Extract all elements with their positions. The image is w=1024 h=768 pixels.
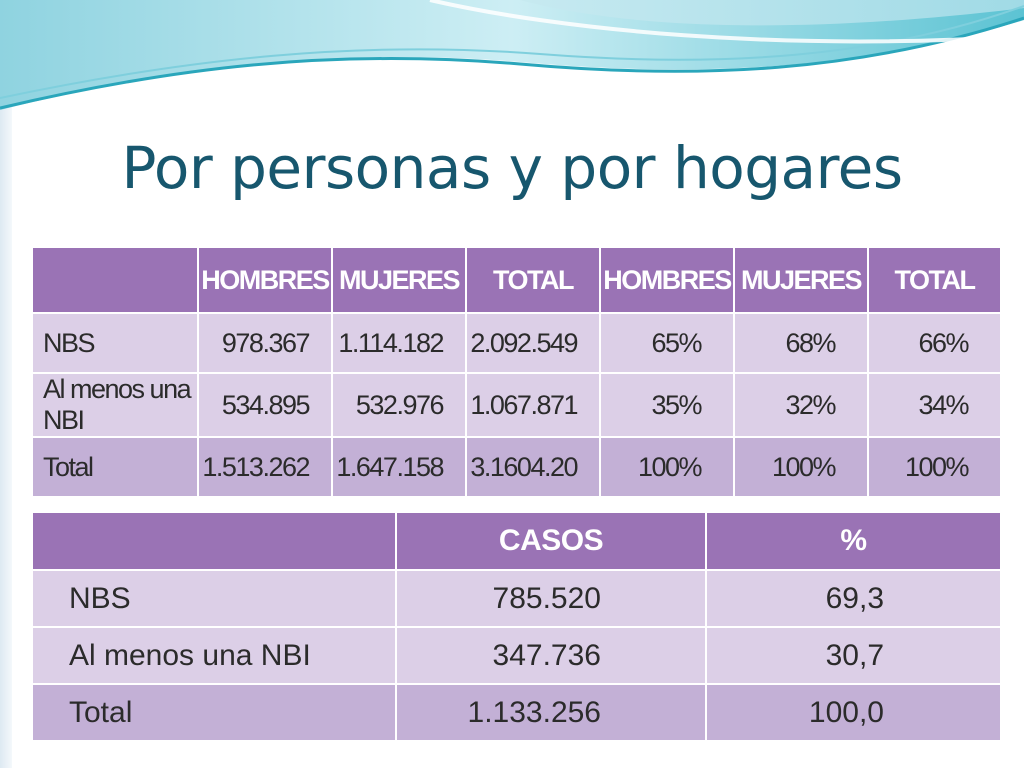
header-cell-mujeres-pct: MUJERES <box>733 246 869 314</box>
table-cell: 30,7 <box>705 626 1002 685</box>
header-cell-hombres-pct: HOMBRES <box>599 246 735 314</box>
table-cell: 100% <box>599 436 735 498</box>
table-header-row: CASOS % <box>31 511 1002 571</box>
table-cell: 34% <box>867 372 1002 438</box>
row-label: Total <box>31 683 397 742</box>
table-cell: 100,0 <box>705 683 1002 742</box>
wave-band-back <box>0 0 1024 110</box>
table-cell: 1.647.158 <box>331 436 467 498</box>
table-row: NBS 978.367 1.114.182 2.092.549 65% 68% … <box>31 312 1002 374</box>
table-cell: 1.133.256 <box>395 683 707 742</box>
table-cell: 68% <box>733 312 869 374</box>
slide-title: Por personas y por hogares <box>121 134 903 202</box>
row-label: Total <box>31 436 199 498</box>
row-label: Al menos una NBI <box>31 372 199 438</box>
table-cell: 66% <box>867 312 1002 374</box>
header-cell-casos: CASOS <box>395 511 707 571</box>
table-row-total: Total 1.513.262 1.647.158 3.1604.20 100%… <box>31 436 1002 498</box>
header-cell-empty <box>31 511 397 571</box>
header-cell-empty <box>31 246 199 314</box>
wave-line-dark <box>0 16 1024 110</box>
table-cell: 347.736 <box>395 626 707 685</box>
table-cell: 3.1604.20 <box>465 436 601 498</box>
table-header-row: HOMBRES MUJERES TOTAL HOMBRES MUJERES TO… <box>31 246 1002 314</box>
table-cell: 100% <box>867 436 1002 498</box>
table-hogares: CASOS % NBS 785.520 69,3 Al menos una NB… <box>31 511 1002 742</box>
table-cell: 978.367 <box>197 312 333 374</box>
header-wave-decoration <box>0 0 1024 110</box>
table-row: Al menos una NBI 347.736 30,7 <box>31 626 1002 685</box>
table-cell: 534.895 <box>197 372 333 438</box>
header-cell-total: TOTAL <box>465 246 601 314</box>
header-cell-mujeres: MUJERES <box>331 246 467 314</box>
table-cell: 1.513.262 <box>197 436 333 498</box>
row-label: NBS <box>31 569 397 628</box>
table-personas: HOMBRES MUJERES TOTAL HOMBRES MUJERES TO… <box>31 246 1002 498</box>
table-cell: 100% <box>733 436 869 498</box>
row-label: Al menos una NBI <box>31 626 397 685</box>
table-cell: 69,3 <box>705 569 1002 628</box>
table-cell: 32% <box>733 372 869 438</box>
table-cell: 1.067.871 <box>465 372 601 438</box>
table-row: NBS 785.520 69,3 <box>31 569 1002 628</box>
row-label: NBS <box>31 312 199 374</box>
wave-line-light <box>0 5 1024 99</box>
wave-band-light <box>0 0 1024 26</box>
table-cell: 35% <box>599 372 735 438</box>
header-cell-total-pct: TOTAL <box>867 246 1002 314</box>
header-cell-hombres: HOMBRES <box>197 246 333 314</box>
table-cell: 65% <box>599 312 735 374</box>
table-row: Al menos una NBI 534.895 532.976 1.067.8… <box>31 372 1002 438</box>
table-cell: 785.520 <box>395 569 707 628</box>
slide-left-border <box>0 96 12 768</box>
header-cell-percent: % <box>705 511 1002 571</box>
table-row-total: Total 1.133.256 100,0 <box>31 683 1002 742</box>
wave-line-white <box>429 0 1024 44</box>
table-cell: 1.114.182 <box>331 312 467 374</box>
table-cell: 2.092.549 <box>465 312 601 374</box>
table-cell: 532.976 <box>331 372 467 438</box>
